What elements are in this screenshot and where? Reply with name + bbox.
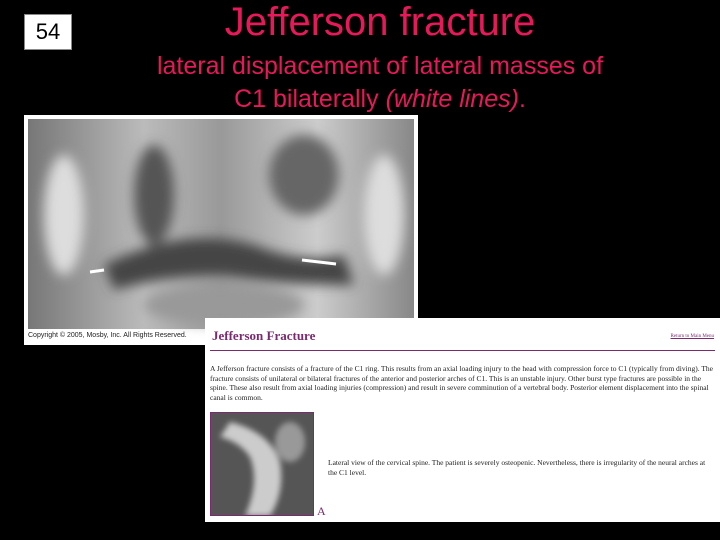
subtitle-text: . bbox=[518, 85, 526, 113]
white-line bbox=[301, 258, 337, 266]
divider bbox=[210, 350, 715, 351]
white-line bbox=[89, 268, 105, 274]
subtitle-text: C1 bilaterally bbox=[234, 85, 386, 113]
webpage-caption: Lateral view of the cervical spine. The … bbox=[328, 458, 706, 477]
slide-number: 54 bbox=[24, 14, 72, 50]
webpage-screenshot: Jefferson Fracture Return to Main Menu A… bbox=[205, 318, 720, 522]
subtitle: lateral displacement of lateral masses o… bbox=[110, 50, 650, 116]
figure-label: A bbox=[317, 504, 326, 518]
webpage-paragraph: A Jefferson fracture consists of a fract… bbox=[210, 364, 713, 402]
webpage-title: Jefferson Fracture bbox=[212, 328, 316, 343]
copyright: Copyright © 2005, Mosby, Inc. All Rights… bbox=[28, 331, 187, 339]
xray-image: Copyright © 2005, Mosby, Inc. All Rights… bbox=[24, 115, 418, 345]
cspine-image bbox=[210, 412, 314, 516]
webpage-link: Return to Main Menu bbox=[670, 334, 714, 339]
slide-title: Jefferson fracture bbox=[224, 0, 536, 44]
subtitle-line: lateral displacement of lateral masses o… bbox=[156, 52, 604, 80]
subtitle-italic: (white lines) bbox=[385, 85, 519, 113]
